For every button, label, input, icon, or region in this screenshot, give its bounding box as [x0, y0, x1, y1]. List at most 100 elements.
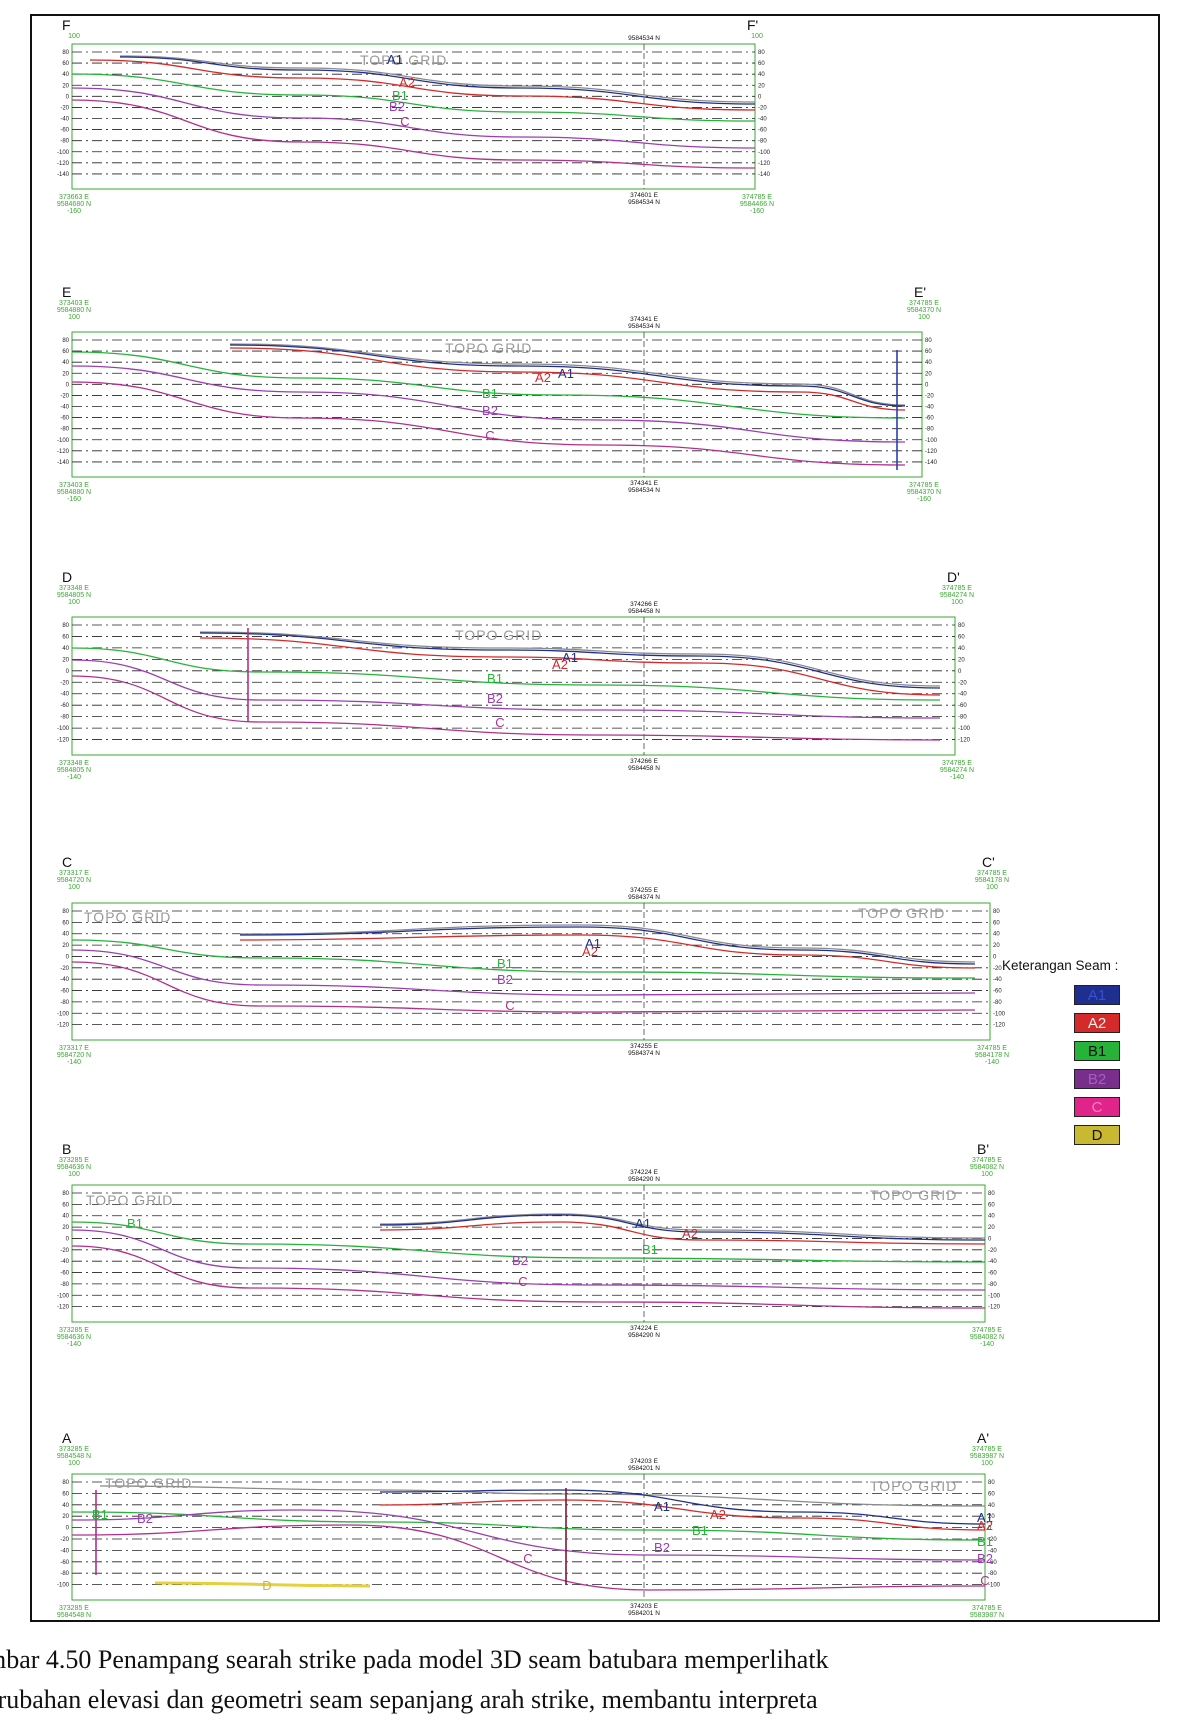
- seam-label-b1: B1: [642, 1242, 658, 1257]
- tick-label-right: -80: [758, 139, 767, 145]
- end-bottom-coord: 374785 E: [909, 482, 939, 489]
- start-top-coord: 100: [68, 33, 80, 40]
- section-box: [71, 331, 923, 478]
- seam-label-b1: B1: [482, 386, 498, 401]
- start-top-coord: 373285 E: [59, 1446, 89, 1453]
- section-box: [71, 902, 991, 1041]
- tick-label-left: 20: [62, 943, 69, 949]
- topo-grid-label: TOPO GRID: [360, 52, 447, 68]
- tick-label-right: -80: [988, 1282, 997, 1288]
- start-bottom-coord: 9584548 N: [57, 1612, 91, 1619]
- seam-label-a1: A1: [977, 1510, 993, 1525]
- tick-label-right: 60: [758, 61, 765, 67]
- end-bottom-coord: 9584082 N: [970, 1334, 1004, 1341]
- start-top-coord: 373403 E: [59, 300, 89, 307]
- seam-label-b2: B2: [389, 99, 405, 114]
- topo-grid-label: TOPO GRID: [445, 340, 532, 356]
- seam-line-a1: [239, 926, 976, 965]
- end-bottom-coord: 9584370 N: [907, 489, 941, 496]
- seam-label-b2: B2: [977, 1551, 993, 1566]
- seam-label-b1: B1: [92, 1507, 108, 1522]
- seam-line-topo: [229, 343, 906, 406]
- mid-top-coord: 9584534 N: [628, 35, 660, 42]
- tick-label-left: -80: [60, 1571, 69, 1577]
- tick-label-right: -140: [758, 172, 771, 178]
- tick-label-left: -80: [60, 715, 69, 721]
- seam-label-b1: B1: [977, 1534, 993, 1549]
- end-bottom-coord: -140: [980, 1341, 994, 1348]
- seam-line-b1: [71, 351, 906, 419]
- seam-label-c: C: [400, 114, 409, 129]
- start-top-coord: 373348 E: [59, 585, 89, 592]
- section-start-label: D: [62, 569, 72, 585]
- tick-label-left: 0: [66, 669, 70, 675]
- tick-label-right: -60: [993, 989, 1002, 995]
- end-bottom-coord: -140: [950, 774, 964, 781]
- tick-label-right: -60: [988, 1560, 997, 1566]
- seam-line-b1: [71, 1511, 986, 1541]
- tick-label-left: 60: [62, 634, 69, 640]
- tick-label-left: -40: [60, 117, 69, 123]
- tick-label-left: 80: [62, 909, 69, 915]
- section-box: [71, 1473, 986, 1601]
- section-end-label: A': [977, 1430, 989, 1446]
- tick-label-right: 20: [993, 943, 1000, 949]
- section-box: [71, 1184, 986, 1323]
- mid-bottom-coord: 9584534 N: [628, 487, 660, 494]
- start-top-coord: 9584880 N: [57, 307, 91, 314]
- end-top-coord: 9584082 N: [970, 1164, 1004, 1171]
- tick-label-left: -100: [57, 438, 70, 444]
- tick-label-right: 0: [993, 954, 997, 960]
- tick-label-left: 40: [62, 72, 69, 78]
- tick-label-right: 0: [988, 1526, 992, 1532]
- end-top-coord: 100: [751, 33, 763, 40]
- mid-top-coord: 374203 E: [630, 1458, 658, 1465]
- start-top-coord: 100: [68, 599, 80, 606]
- topo-grid-label: TOPO GRID: [86, 1192, 173, 1208]
- start-bottom-coord: -140: [67, 1059, 81, 1066]
- caption-line-2: erubahan elevasi dan geometri seam sepan…: [0, 1685, 818, 1714]
- seam-line-c: [71, 381, 906, 466]
- seam-label-b2: B2: [482, 403, 498, 418]
- tick-label-right: -80: [958, 715, 967, 721]
- seam-label-a1: A1: [562, 650, 578, 665]
- mid-top-coord: 374266 E: [630, 601, 658, 608]
- section-start-label: B: [62, 1141, 71, 1157]
- tick-label-left: 80: [62, 1191, 69, 1197]
- tick-label-left: -20: [60, 966, 69, 972]
- tick-label-right: 40: [988, 1503, 995, 1509]
- legend-item-b2: B2: [1002, 1069, 1152, 1097]
- seam-line-a1: [229, 344, 906, 407]
- start-top-coord: 9584720 N: [57, 877, 91, 884]
- seam-label-b1: B1: [497, 956, 513, 971]
- mid-top-coord: 374255 E: [630, 887, 658, 894]
- tick-label-right: 40: [993, 932, 1000, 938]
- start-bottom-coord: 373285 E: [59, 1327, 89, 1334]
- seam-line-c: [71, 961, 976, 1013]
- seam-label-c: C: [523, 1551, 532, 1566]
- tick-label-left: -20: [60, 105, 69, 111]
- tick-label-right: 20: [925, 371, 932, 377]
- seam-label-c: C: [495, 715, 504, 730]
- legend-swatch-a2: A2: [1074, 1013, 1120, 1033]
- tick-label-left: -80: [60, 427, 69, 433]
- tick-label-right: 60: [925, 349, 932, 355]
- tick-label-right: -60: [988, 1271, 997, 1277]
- end-top-coord: 100: [986, 884, 998, 891]
- seam-label-a1: A1: [558, 366, 574, 381]
- tick-label-right: -80: [993, 1000, 1002, 1006]
- seam-label-b1: B1: [692, 1523, 708, 1538]
- seam-line-b1: [71, 73, 756, 122]
- tick-label-left: -20: [60, 680, 69, 686]
- tick-label-right: 60: [988, 1491, 995, 1497]
- seam-label-b1: B1: [487, 671, 503, 686]
- tick-label-right: 80: [925, 338, 932, 344]
- seam-label-c: C: [518, 1274, 527, 1289]
- mid-top-coord: 9584534 N: [628, 323, 660, 330]
- end-top-coord: 9584178 N: [975, 877, 1009, 884]
- seam-line-d: [154, 1581, 371, 1588]
- tick-label-left: 40: [62, 360, 69, 366]
- tick-label-right: -60: [758, 128, 767, 134]
- seam-label-c: C: [980, 1573, 989, 1588]
